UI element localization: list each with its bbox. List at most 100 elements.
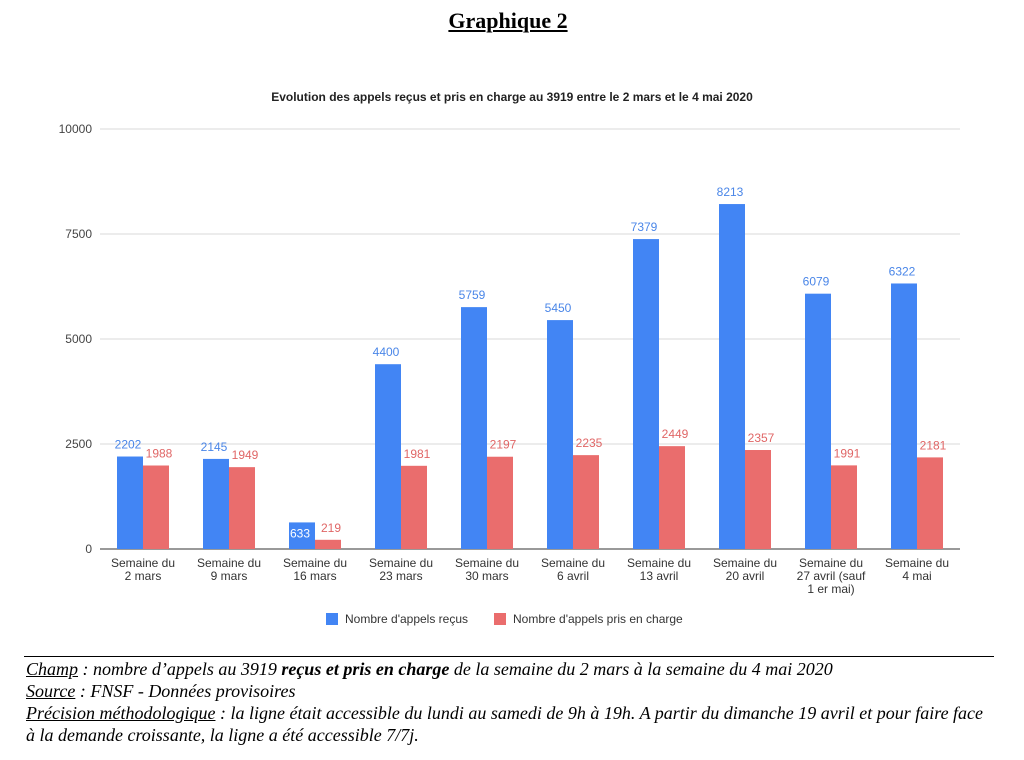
bar-pris bbox=[917, 457, 943, 549]
value-label-pris: 2449 bbox=[662, 427, 689, 441]
y-axis-ticks: 0 2500 5000 7500 10000 bbox=[59, 122, 93, 556]
legend-label-pris: Nombre d'appels pris en charge bbox=[513, 612, 683, 626]
legend-swatch-pris bbox=[494, 613, 506, 625]
y-tick-label: 0 bbox=[85, 542, 92, 556]
category-label-line: Semaine du bbox=[197, 556, 261, 570]
bar-pris bbox=[745, 450, 771, 549]
category-label-line: 2 mars bbox=[125, 569, 162, 583]
chart-title: Evolution des appels reçus et pris en ch… bbox=[271, 90, 753, 104]
bar-pris bbox=[573, 455, 599, 549]
category-label-line: 9 mars bbox=[211, 569, 248, 583]
bar-recus bbox=[719, 204, 745, 549]
category-label: Semaine du 23 mars bbox=[369, 556, 433, 583]
bar-pris bbox=[229, 467, 255, 549]
bar-recus bbox=[805, 293, 831, 549]
bar-pris bbox=[487, 456, 513, 549]
source-label: Source bbox=[26, 681, 76, 701]
category-label: Semaine du 2 mars bbox=[111, 556, 175, 583]
category-label-line: 13 avril bbox=[640, 569, 679, 583]
bar-recus bbox=[461, 307, 487, 549]
value-label-pris: 1981 bbox=[404, 447, 431, 461]
bar-recus bbox=[289, 522, 315, 549]
value-label-recus: 633 bbox=[290, 526, 310, 540]
value-label-pris: 1988 bbox=[146, 447, 173, 461]
legend: Nombre d'appels reçus Nombre d'appels pri… bbox=[326, 612, 683, 626]
value-label-recus: 7379 bbox=[631, 220, 658, 234]
y-tick-label: 5000 bbox=[65, 332, 92, 346]
category-label: Semaine du 4 mai bbox=[885, 556, 949, 583]
category-label: Semaine du 9 mars bbox=[197, 556, 261, 583]
bar-recus bbox=[375, 364, 401, 549]
category-label-line: Semaine du bbox=[455, 556, 519, 570]
footnote-rule bbox=[24, 656, 994, 657]
category-label: Semaine du 13 avril bbox=[627, 556, 691, 583]
bars bbox=[117, 204, 943, 549]
bar-recus bbox=[203, 458, 229, 549]
champ-line: Champ : nombre d’appels au 3919 reçus et… bbox=[26, 658, 996, 680]
value-label-pris: 1949 bbox=[232, 448, 259, 462]
value-label-recus: 5450 bbox=[545, 301, 572, 315]
precision-label: Précision méthodologique bbox=[26, 703, 216, 723]
category-label-line: 4 mai bbox=[902, 569, 931, 583]
category-label-line: 6 avril bbox=[557, 569, 589, 583]
category-label: Semaine du 16 mars bbox=[283, 556, 347, 583]
category-label-line: Semaine du bbox=[713, 556, 777, 570]
precision-line: Précision méthodologique : la ligne étai… bbox=[26, 702, 996, 746]
category-label: Semaine du 30 mars bbox=[455, 556, 519, 583]
bar-recus bbox=[891, 283, 917, 549]
champ-bold: reçus et pris en charge bbox=[281, 659, 450, 679]
graph-heading: Graphique 2 bbox=[448, 8, 568, 33]
value-label-recus: 2202 bbox=[115, 438, 142, 452]
value-label-pris: 2197 bbox=[490, 438, 517, 452]
value-label-pris: 2357 bbox=[748, 431, 775, 445]
bar-recus bbox=[117, 456, 143, 549]
champ-label: Champ bbox=[26, 659, 79, 679]
bar-pris bbox=[143, 465, 169, 549]
legend-swatch-recus bbox=[326, 613, 338, 625]
champ-text-2: de la semaine du 2 mars à la semaine du … bbox=[449, 659, 833, 679]
bar-pris bbox=[659, 446, 685, 549]
bar-pris bbox=[315, 539, 341, 549]
value-label-pris: 2235 bbox=[576, 436, 603, 450]
category-label-line: 23 mars bbox=[379, 569, 422, 583]
precision-text: : la ligne était accessible du lundi au … bbox=[26, 703, 984, 745]
value-label-pris: 219 bbox=[321, 521, 341, 535]
y-tick-label: 2500 bbox=[65, 437, 92, 451]
category-label-line: Semaine du bbox=[111, 556, 175, 570]
category-label: Semaine du 6 avril bbox=[541, 556, 605, 583]
category-label: Semaine du 20 avril bbox=[713, 556, 777, 583]
source-line: Source : FNSF - Données provisoires bbox=[26, 680, 996, 702]
bar-recus bbox=[547, 320, 573, 549]
value-label-recus: 5759 bbox=[459, 288, 486, 302]
category-label-line: Semaine du bbox=[627, 556, 691, 570]
category-label-line: 30 mars bbox=[465, 569, 508, 583]
category-label-line: Semaine du bbox=[541, 556, 605, 570]
category-label-line: 16 mars bbox=[293, 569, 336, 583]
value-label-recus: 6079 bbox=[803, 275, 830, 289]
bar-chart: Evolution des appels reçus et pris en ch… bbox=[59, 90, 960, 626]
value-label-recus: 2145 bbox=[201, 440, 228, 454]
bar-recus bbox=[633, 239, 659, 549]
category-label-line: Semaine du bbox=[885, 556, 949, 570]
bar-pris bbox=[831, 465, 857, 549]
y-tick-label: 10000 bbox=[59, 122, 93, 136]
legend-label-recus: Nombre d'appels reçus bbox=[345, 612, 468, 626]
value-label-recus: 8213 bbox=[717, 185, 744, 199]
category-label-line: Semaine du bbox=[799, 556, 863, 570]
category-label-line: Semaine du bbox=[369, 556, 433, 570]
footnote: Champ : nombre d’appels au 3919 reçus et… bbox=[26, 658, 996, 746]
y-tick-label: 7500 bbox=[65, 227, 92, 241]
category-label-line: 20 avril bbox=[726, 569, 765, 583]
champ-text-1: : nombre d’appels au 3919 bbox=[78, 659, 282, 679]
category-label: Semaine du 27 avril (sauf 1 er mai) bbox=[797, 556, 866, 596]
category-label-line: 27 avril (sauf bbox=[797, 569, 866, 583]
category-label-line: Semaine du bbox=[283, 556, 347, 570]
bar-pris bbox=[401, 465, 427, 549]
category-label-line: 1 er mai) bbox=[807, 582, 854, 596]
source-text: : FNSF - Données provisoires bbox=[75, 681, 296, 701]
value-labels: 2202 1988 2145 1949 633 219 4400 1981 5759 2197 54… bbox=[115, 185, 947, 540]
value-label-recus: 6322 bbox=[889, 264, 916, 278]
value-label-pris: 1991 bbox=[834, 446, 861, 460]
value-label-pris: 2181 bbox=[920, 438, 947, 452]
